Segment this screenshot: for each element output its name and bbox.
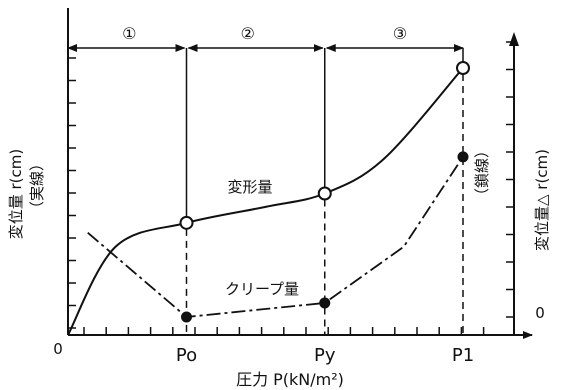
left-y-axis-label: 変位量 r(cm): [7, 149, 25, 240]
deformation-point-P1: [456, 61, 470, 75]
creep-series-label: クリープ量: [225, 280, 299, 298]
region-label-1: ①: [122, 24, 136, 43]
x-axis-label: 圧力 P(kN/m²): [236, 370, 344, 389]
x-tick-label-Po: Po: [176, 345, 197, 366]
region-label-2: ②: [240, 24, 254, 43]
creep-point-Po: [181, 311, 192, 323]
creep-point-P1: [457, 151, 469, 163]
x-tick-label-Py: Py: [314, 345, 336, 366]
deformation-curve: [67, 67, 464, 336]
deformation-point-Py: [317, 186, 332, 201]
deformation-series-label: 変形量: [227, 178, 272, 196]
origin-label: 0: [53, 340, 63, 358]
right-y-axis-sublabel: （鎖線）: [473, 143, 491, 203]
region-label-3: ③: [393, 24, 407, 43]
x-tick-label-P1: P1: [452, 345, 474, 366]
creep-point-Py: [319, 297, 331, 309]
left-y-axis-sublabel: （実線）: [28, 156, 46, 216]
right-zero-label: 0: [535, 304, 545, 322]
deformation-point-Po: [179, 215, 194, 230]
right-axis-arrowhead: [509, 32, 519, 46]
guide-lines-group: [67, 44, 464, 335]
right-y-axis-label: 変位量△ r(cm): [533, 149, 551, 251]
axes-group: [67, 8, 533, 339]
series-group: [67, 61, 470, 336]
